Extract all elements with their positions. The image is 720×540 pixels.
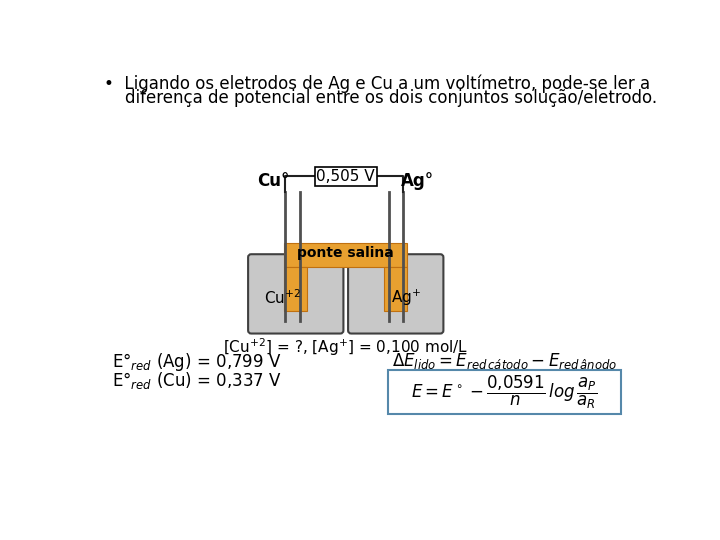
Text: E°$_{red}$ (Cu) = 0,337 V: E°$_{red}$ (Cu) = 0,337 V (112, 370, 282, 392)
Text: Ag$^{+}$: Ag$^{+}$ (392, 287, 421, 308)
Text: [Cu$^{+2}$] = ?, [Ag$^{+}$] = 0,100 mol/L: [Cu$^{+2}$] = ?, [Ag$^{+}$] = 0,100 mol/… (223, 336, 469, 359)
Text: Ag°: Ag° (401, 172, 434, 190)
Bar (388, 370, 621, 414)
Text: 0,505 V: 0,505 V (316, 169, 375, 184)
FancyBboxPatch shape (248, 254, 343, 334)
Text: diferença de potencial entre os dois conjuntos solução/eletrodo.: diferença de potencial entre os dois con… (104, 90, 657, 107)
Bar (315, 167, 377, 186)
Text: •  Ligando os eletrodos de Ag e Cu a um voltímetro, pode-se ler a: • Ligando os eletrodos de Ag e Cu a um v… (104, 75, 650, 93)
Bar (384, 267, 407, 311)
Text: E°$_{red}$ (Ag) = 0,799 V: E°$_{red}$ (Ag) = 0,799 V (112, 351, 282, 373)
Bar (284, 244, 407, 267)
Text: $E = E^\circ - \dfrac{0{,}0591}{n}\,log\,\dfrac{a_P}{a_R}$: $E = E^\circ - \dfrac{0{,}0591}{n}\,log\… (412, 374, 598, 410)
Text: $\Delta E_{lido} = E_{red\,cátodo} - E_{red\,ânodo}$: $\Delta E_{lido} = E_{red\,cátodo} - E_{… (392, 351, 618, 371)
Text: Cu°: Cu° (258, 172, 289, 190)
FancyBboxPatch shape (348, 254, 444, 334)
Text: Cu$^{+2}$: Cu$^{+2}$ (264, 288, 301, 307)
Text: ponte salina: ponte salina (297, 246, 394, 260)
Bar (284, 267, 307, 311)
